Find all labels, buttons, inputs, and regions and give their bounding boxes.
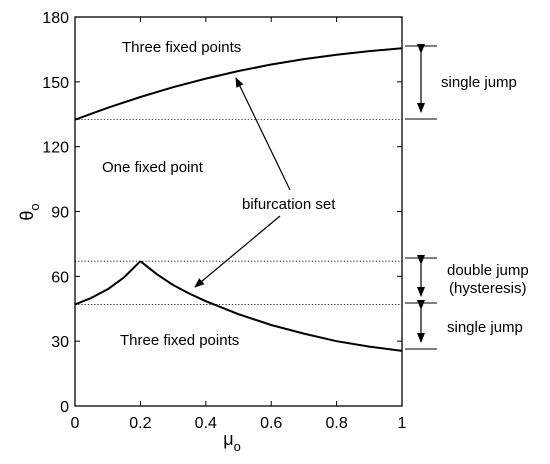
jump-brackets (405, 44, 437, 350)
y-axis-ticks: 0 30 60 90 120 150 180 (42, 10, 402, 416)
y-tick-label: 120 (42, 140, 69, 157)
y-tick-label: 30 (51, 334, 69, 351)
annotation-hysteresis: (hysteresis) (449, 280, 527, 297)
bifurcation-arrow-upper (235, 77, 291, 191)
y-tick-label: 0 (60, 399, 69, 416)
x-tick-label: 0.2 (129, 415, 151, 432)
annotation-one-fixed-point: One fixed point (102, 159, 204, 176)
series-line-0 (74, 47, 403, 121)
annotation-double-jump: double jump (447, 262, 529, 279)
annotation-single-jump-top: single jump (441, 74, 517, 91)
y-axis-label: θo (17, 203, 42, 220)
y-tick-label: 150 (42, 75, 69, 92)
y-tick-label: 180 (42, 10, 69, 27)
annotation-three-fixed-points-top: Three fixed points (122, 39, 241, 56)
x-tick-label: 1 (398, 415, 407, 432)
x-axis-label: μo (223, 429, 241, 454)
x-tick-label: 0.6 (260, 415, 282, 432)
annotation-three-fixed-points-bottom: Three fixed points (120, 332, 239, 349)
bifurcation-arrow-lower (194, 215, 281, 288)
annotation-bifurcation-set: bifurcation set (242, 196, 336, 213)
x-axis-ticks: 0 0.2 0.4 0.6 0.8 1 (71, 17, 407, 432)
series-curves (74, 47, 403, 352)
x-tick-label: 0.4 (195, 415, 217, 432)
x-tick-label: 0.8 (325, 415, 347, 432)
series-line-1 (74, 260, 142, 306)
annotation-single-jump-bottom: single jump (447, 319, 523, 336)
reference-lines (75, 119, 404, 305)
series-line-2 (139, 260, 403, 352)
y-tick-label: 90 (51, 205, 69, 222)
y-tick-label: 60 (51, 269, 69, 286)
x-tick-label: 0 (71, 415, 80, 432)
